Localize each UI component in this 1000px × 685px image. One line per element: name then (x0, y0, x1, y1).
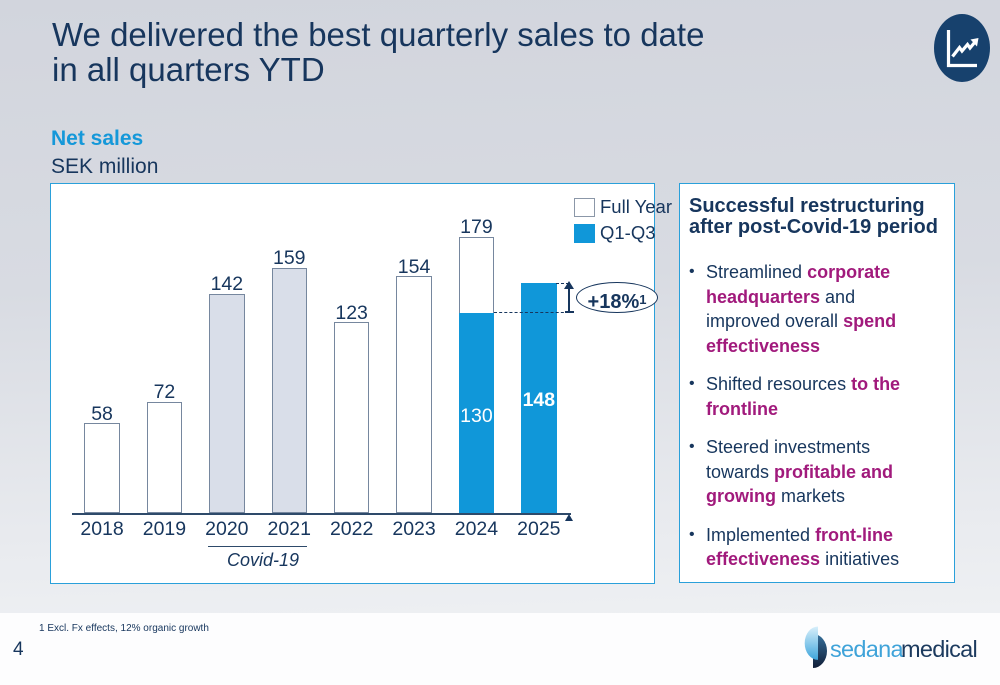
svg-text:medical: medical (901, 636, 977, 662)
svg-text:sedana: sedana (830, 636, 905, 662)
